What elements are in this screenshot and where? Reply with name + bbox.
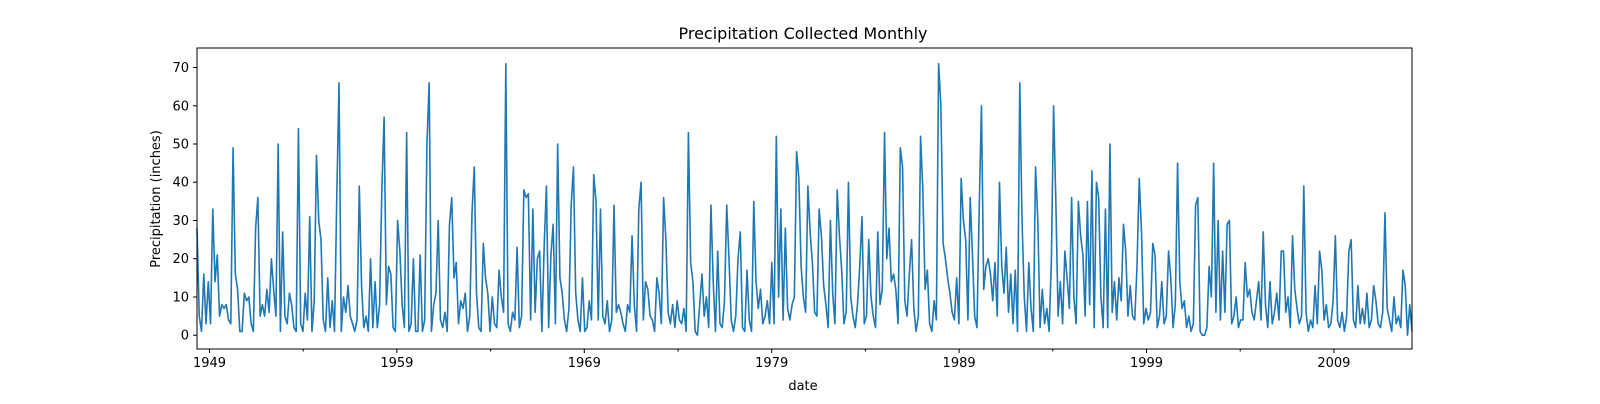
y-axis-label: Precipitation (inches) (149, 130, 164, 268)
precipitation-series-line (196, 62, 1413, 337)
x-axis-ticks: 1949 1959 1969 1979 1989 1999 2009 (193, 349, 1350, 371)
x-tick-label: 1949 (193, 356, 226, 371)
y-tick-label: 0 (181, 329, 189, 344)
y-axis-ticks: 0 10 20 30 40 50 60 70 (172, 61, 197, 344)
y-tick-label: 70 (172, 61, 189, 76)
y-tick-label: 60 (172, 99, 189, 114)
y-tick-label: 30 (172, 214, 189, 229)
y-tick-label: 20 (172, 252, 189, 267)
x-axis-label: date (788, 379, 817, 394)
series-layer (196, 62, 1413, 337)
chart-title: Precipitation Collected Monthly (678, 24, 927, 43)
x-tick-label: 1979 (755, 356, 788, 371)
x-tick-label: 1999 (1130, 356, 1163, 371)
y-tick-label: 40 (172, 176, 189, 191)
x-tick-label: 1959 (380, 356, 413, 371)
x-tick-label: 1989 (943, 356, 976, 371)
x-tick-label: 1969 (568, 356, 601, 371)
x-tick-label: 2009 (1317, 356, 1350, 371)
y-tick-label: 50 (172, 137, 189, 152)
y-tick-label: 10 (172, 290, 189, 305)
plot-frame (196, 47, 1413, 350)
